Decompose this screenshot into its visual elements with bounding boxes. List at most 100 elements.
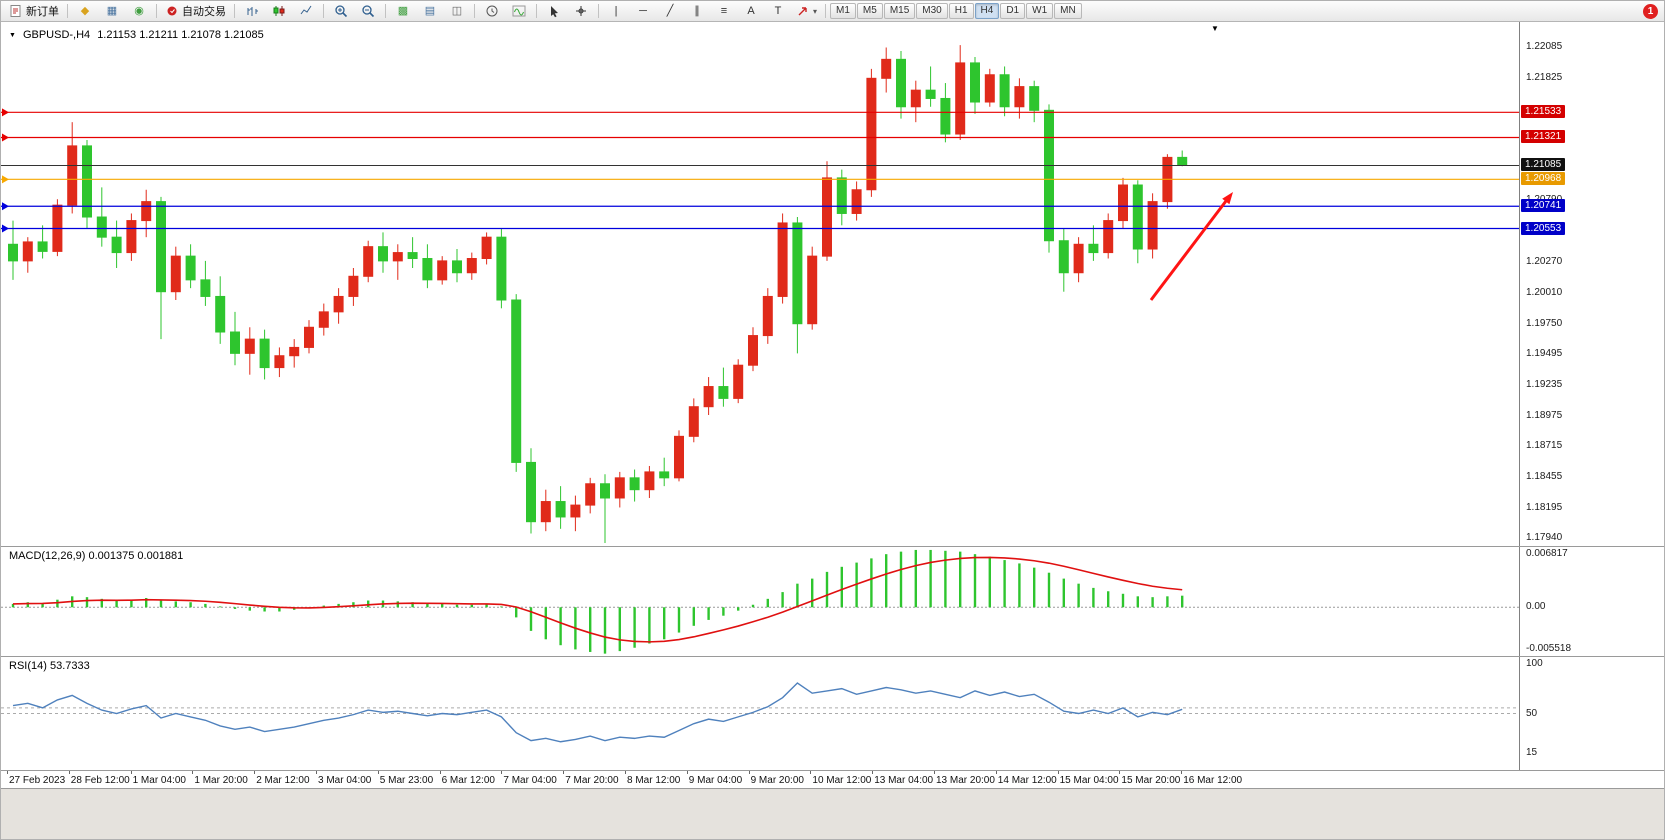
timeframe-button-m15[interactable]: M15 (883, 3, 916, 19)
candle (156, 196, 166, 340)
zoom-in-button[interactable] (328, 2, 354, 21)
candle (644, 465, 655, 498)
candle (481, 232, 492, 265)
timeframe-button-h1[interactable]: H1 (948, 3, 974, 19)
candle (910, 80, 921, 123)
dropdown-caret-icon: ▾ (813, 6, 818, 16)
alerts-button[interactable]: ◆ (72, 2, 98, 21)
candle-icon (273, 6, 285, 16)
candle (807, 246, 818, 330)
horizontal-line-button-icon: ─ (639, 4, 647, 17)
timeframe-button-mn[interactable]: MN (1054, 3, 1082, 19)
candlestick-chart[interactable] (1, 22, 1519, 546)
market-watch-button[interactable]: ▦ (99, 2, 125, 21)
timeframe-button-h4[interactable]: H4 (974, 3, 1000, 19)
timeframe-button-d1[interactable]: D1 (1000, 3, 1026, 19)
trend-arrow-annotation[interactable] (1149, 200, 1228, 301)
period-button[interactable] (479, 2, 505, 21)
time-axis-tick (810, 771, 812, 774)
time-axis-label: 28 Feb 12:00 (70, 775, 130, 786)
time-axis[interactable]: 27 Feb 2023 28 Feb 12:00 1 Mar 04:00 1 Mar … (1, 771, 1664, 789)
time-axis-tick (934, 771, 935, 774)
time-axis-tick (563, 771, 565, 774)
price-axis-label: 1.18975 (1526, 409, 1563, 421)
alerts-button-icon: ◆ (80, 4, 90, 17)
candle (1162, 154, 1173, 209)
candle (1029, 80, 1040, 123)
timeframe-button-m30[interactable]: M30 (916, 3, 948, 19)
time-axis-tick (625, 771, 626, 774)
timeframe-button-w1[interactable]: W1 (1026, 3, 1054, 19)
macd-axis-label: 0.00 (1526, 601, 1546, 613)
trendline-button[interactable]: ╱ (657, 2, 683, 21)
horizontal-line-button[interactable]: ─ (630, 2, 656, 21)
panel-divider[interactable] (1, 546, 1664, 547)
candle (925, 66, 936, 107)
candle (659, 457, 670, 487)
time-axis-label: 6 Mar 12:00 (441, 775, 495, 786)
new-chart-button[interactable]: ▤ (417, 2, 443, 21)
time-axis-label: 9 Mar 20:00 (750, 775, 804, 786)
candle (600, 474, 610, 544)
candle (437, 256, 448, 285)
vertical-line-button[interactable]: | (603, 2, 629, 21)
candle (82, 139, 92, 229)
cascade-windows-button[interactable]: ◫ (444, 2, 470, 21)
candlestick-chart-button[interactable] (266, 2, 292, 21)
macd-axis[interactable]: 0.006817 0.00 -0.005518 (1519, 547, 1664, 656)
channel-button[interactable]: ∥ (684, 2, 710, 21)
rsi-axis-label: 15 (1526, 747, 1538, 759)
bar-chart-button[interactable] (239, 2, 265, 21)
shapes-button[interactable]: ▾ (792, 2, 821, 21)
label-button[interactable]: T (765, 2, 791, 21)
new-order-button[interactable]: 新订单 (5, 2, 63, 21)
bars-icon (247, 7, 258, 16)
navigator-button[interactable]: ◉ (126, 2, 152, 21)
zoom-out-button[interactable] (355, 2, 381, 21)
timeframe-button-m1[interactable]: M1 (830, 3, 856, 19)
time-axis-label: 5 Mar 23:00 (379, 775, 434, 786)
time-axis-tick (686, 771, 688, 774)
time-axis-tick (254, 771, 256, 774)
cursor-icon (551, 6, 558, 18)
candle (822, 161, 832, 261)
notification-badge[interactable]: 1 (1643, 3, 1658, 19)
time-axis-tick (377, 771, 379, 774)
chart-shift-marker-icon[interactable]: ▼ (1211, 24, 1219, 33)
rsi-axis[interactable]: 100 50 15 (1519, 657, 1664, 770)
timeframe-button-m5[interactable]: M5 (856, 3, 883, 19)
candle (392, 244, 403, 280)
fibonacci-button[interactable]: ≡ (711, 2, 737, 21)
candle (230, 311, 240, 366)
cursor-button[interactable] (541, 2, 567, 21)
toolbar-separator (598, 4, 599, 18)
crosshair-button[interactable] (568, 2, 594, 21)
rsi-line (12, 682, 1183, 743)
auto-icon (167, 6, 177, 16)
text-button-icon: A (747, 4, 755, 17)
tile-windows-button[interactable]: ▩ (390, 2, 416, 21)
rsi-indicator[interactable] (1, 657, 1519, 770)
line-chart-button[interactable] (293, 2, 319, 21)
rsi-axis-label: 100 (1526, 658, 1543, 669)
panel-divider[interactable] (1, 656, 1664, 657)
time-axis-tick (501, 771, 503, 774)
toolbar-separator (474, 4, 475, 18)
price-axis-label: 1.19495 (1526, 347, 1563, 359)
time-axis-tick (130, 771, 132, 774)
indicators-button[interactable] (506, 2, 532, 21)
autotrading-button[interactable]: 自动交易 (161, 2, 230, 21)
text-button[interactable]: A (738, 2, 764, 21)
candle (762, 288, 773, 344)
time-axis-label: 7 Mar 20:00 (565, 775, 619, 786)
time-axis-tick (439, 771, 441, 774)
candle (141, 189, 152, 238)
price-axis-label: 1.20270 (1526, 256, 1563, 268)
candle (866, 68, 877, 197)
new-order-button-label: 新订单 (26, 6, 59, 18)
price-axis[interactable]: 1.220851.218251.207901.202701.200101.197… (1519, 22, 1664, 546)
macd-indicator[interactable] (1, 547, 1519, 656)
toolbar-separator (156, 4, 157, 18)
candle (318, 303, 329, 336)
time-axis-tick (192, 771, 194, 774)
